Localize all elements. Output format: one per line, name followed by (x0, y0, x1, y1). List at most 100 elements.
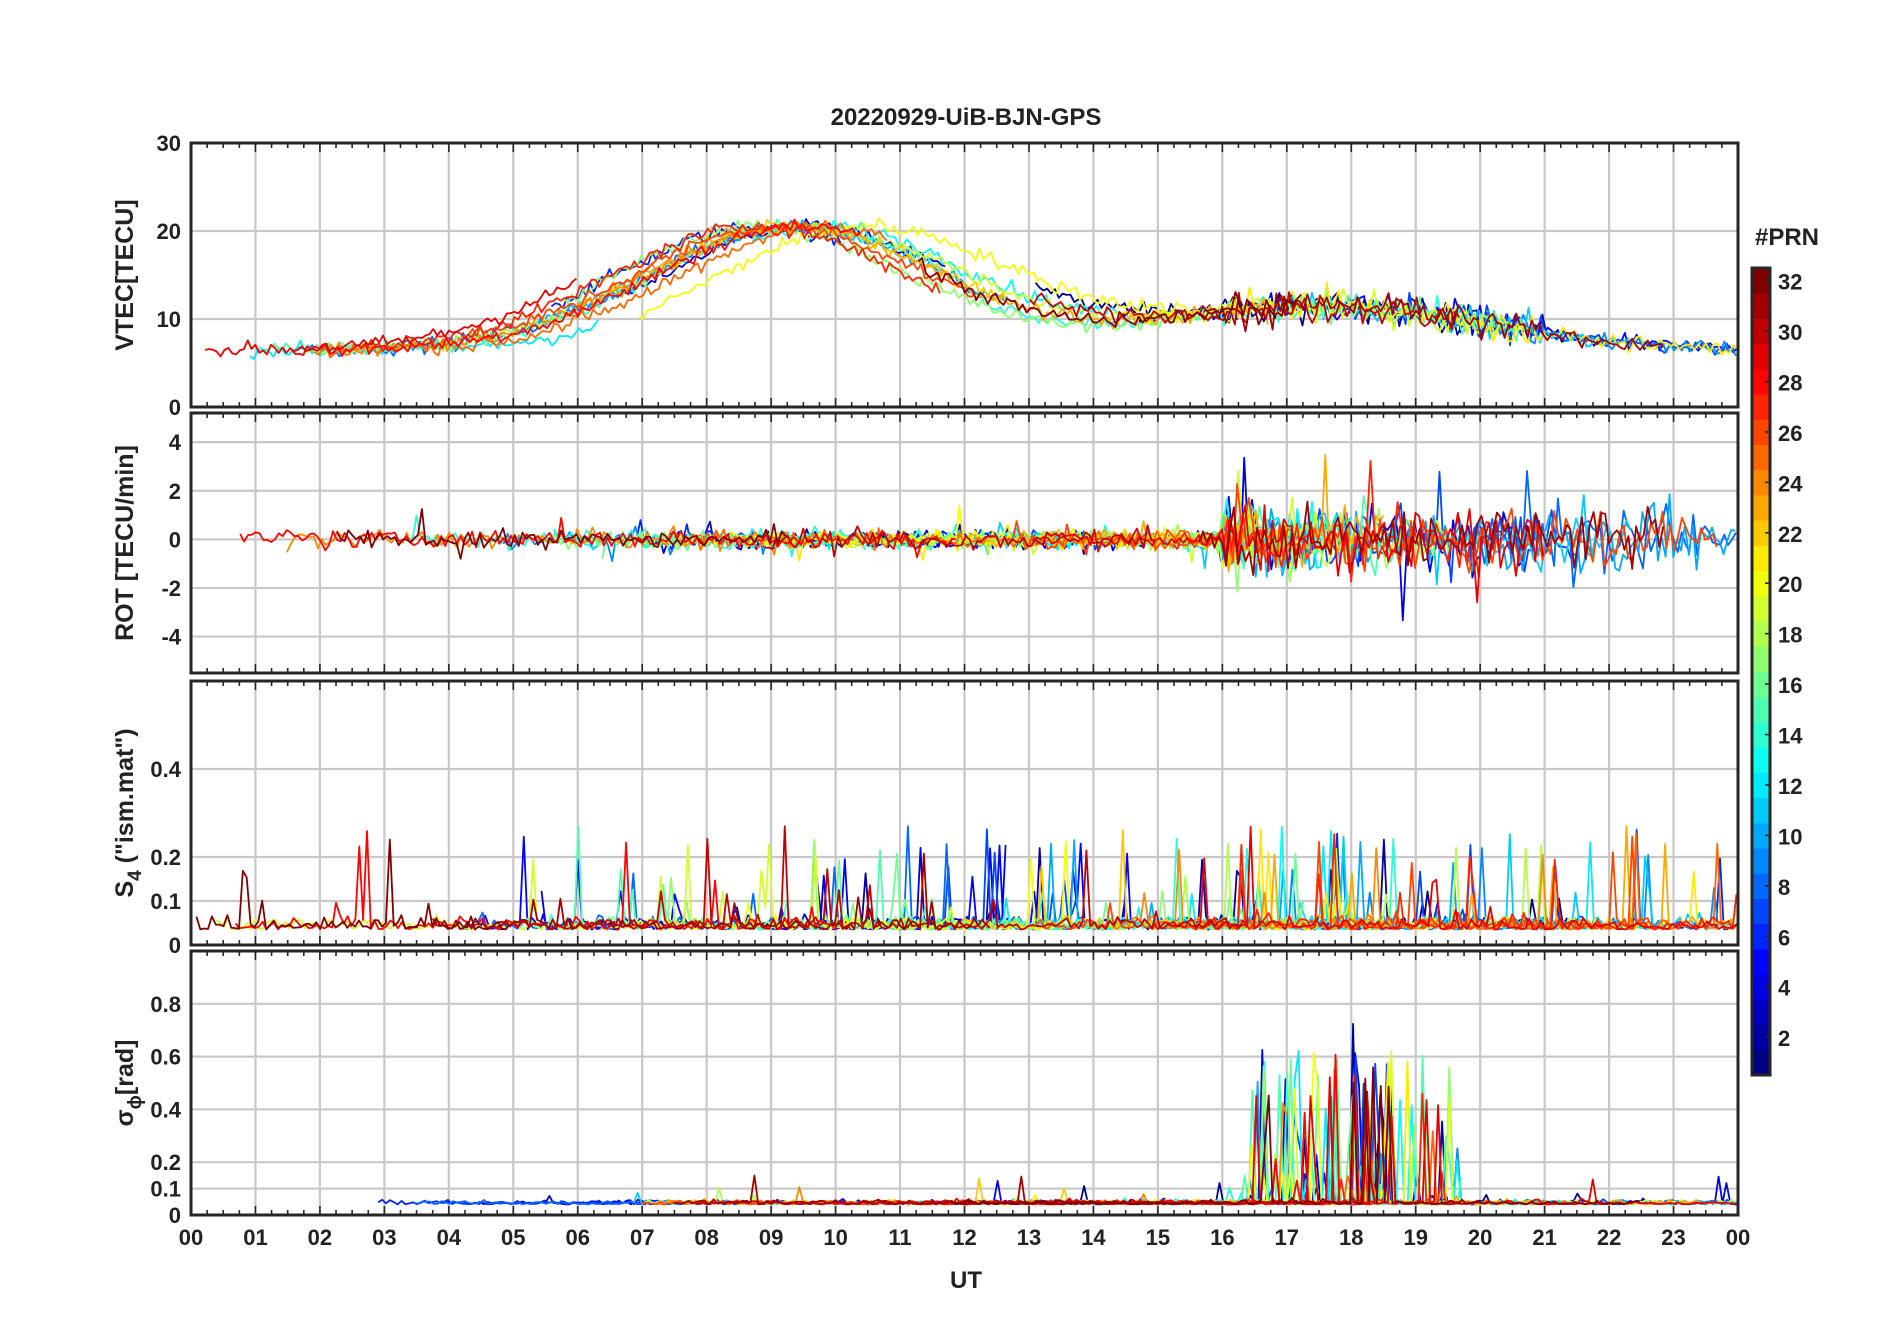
trace-prn-29 (1153, 825, 1738, 931)
colorbar-segment (1752, 570, 1770, 597)
x-tick-label: 19 (1403, 1225, 1427, 1250)
y-tick-label: 0.2 (150, 1150, 181, 1175)
x-tick-label: 12 (952, 1225, 976, 1250)
x-tick-label: 11 (888, 1225, 911, 1250)
x-tick-label: 14 (1081, 1225, 1106, 1250)
colorbar-segment (1752, 368, 1770, 395)
traces-s4 (195, 825, 1738, 931)
colorbar-segment (1752, 696, 1770, 723)
colorbar-segment (1752, 948, 1770, 975)
colorbar-segment (1752, 419, 1770, 446)
colorbar-segment (1752, 1024, 1770, 1051)
x-tick-label: 13 (1017, 1225, 1041, 1250)
trace-prn-25 (313, 219, 888, 359)
trace-prn-16 (826, 852, 1304, 931)
y-axis-label: ROT [TECU/min] (111, 445, 139, 641)
y-tick-label: 30 (157, 131, 181, 156)
x-tick-label: 09 (759, 1225, 783, 1250)
x-tick-label: 15 (1146, 1225, 1170, 1250)
colorbar-tick-label: 10 (1778, 824, 1802, 849)
colorbar-segment (1752, 797, 1770, 824)
colorbar-tick-label: 32 (1778, 270, 1802, 295)
trace-prn-23 (972, 454, 1385, 573)
colorbar-segment (1752, 721, 1770, 748)
trace-prn-31 (1198, 500, 1665, 576)
x-tick-label: 21 (1532, 1225, 1556, 1250)
panel-s4: 0 0.1 0.2 0.4S4 ("ism.mat") (111, 679, 1740, 958)
trace-prn-28 (239, 517, 956, 559)
x-tick-label: 05 (501, 1225, 525, 1250)
x-axis-label: UT (950, 1267, 982, 1294)
y-tick-label: 0.8 (150, 992, 181, 1017)
y-tick-label: 0 (169, 527, 181, 552)
y-axis-label: σϕ[rad] (111, 1040, 146, 1127)
colorbar-segment (1752, 1049, 1770, 1076)
y-tick-label: -2 (161, 576, 181, 601)
colorbar-segment (1752, 999, 1770, 1026)
y-tick-label: 0.4 (150, 1097, 181, 1122)
colorbar-tick-label: 16 (1778, 673, 1802, 698)
colorbar-tick-label: 6 (1778, 925, 1790, 950)
colorbar-segment (1752, 848, 1770, 874)
x-tick-label: 00 (1726, 1225, 1750, 1250)
colorbar-tick-label: 14 (1778, 724, 1803, 749)
trace-prn-32 (335, 508, 787, 560)
colorbar-tick-label: 8 (1778, 875, 1790, 900)
trace-prn-31 (673, 1174, 1184, 1206)
trace-prn-32 (917, 257, 1302, 328)
colorbar-tick-label: 12 (1778, 774, 1802, 799)
colorbar-tick-label: 20 (1778, 572, 1802, 597)
traces-sigma_phi (377, 1023, 1738, 1206)
chart-title: 20220929-UiB-BJN-GPS (831, 104, 1102, 131)
x-tick-label: 02 (308, 1225, 332, 1250)
colorbar-segment (1752, 772, 1770, 799)
colorbar-segment (1752, 444, 1770, 471)
y-axis-label: S4 ("ism.mat") (111, 728, 146, 897)
colorbar-segment (1752, 394, 1770, 420)
traces-rot (239, 454, 1737, 622)
colorbar-segment (1752, 494, 1770, 521)
colorbar-label: #PRN (1755, 224, 1819, 251)
y-tick-label: 0.6 (150, 1045, 181, 1070)
colorbar-tick-label: 26 (1778, 421, 1802, 446)
colorbar-segment (1752, 293, 1770, 319)
panel-vtec: 0 10 20 30 VTEC[TECU] (111, 131, 1740, 420)
colorbar-tick-label: 18 (1778, 623, 1802, 648)
x-tick-label: 16 (1210, 1225, 1234, 1250)
colorbar-tick-label: 30 (1778, 320, 1802, 345)
colorbar-segment (1752, 595, 1770, 622)
trace-prn-20 (638, 217, 1189, 320)
colorbar-segment (1752, 621, 1770, 647)
trace-prn-20 (627, 840, 1079, 931)
colorbar-segment (1752, 974, 1770, 1000)
colorbar-segment (1752, 822, 1770, 849)
trace-prn-29 (1031, 504, 1544, 604)
colorbar-tick-label: 4 (1778, 976, 1791, 1001)
x-tick-label: 18 (1339, 1225, 1363, 1250)
y-tick-label: 0 (169, 933, 181, 958)
colorbar-segment (1752, 318, 1770, 345)
trace-prn-27 (366, 223, 941, 353)
colorbar-tick-label: 22 (1778, 522, 1802, 547)
colorbar-segment (1752, 545, 1770, 572)
trace-prn-29 (204, 277, 577, 358)
trace-prn-31 (1198, 292, 1664, 351)
x-tick-label: 06 (566, 1225, 590, 1250)
axes-frame (189, 411, 1740, 675)
colorbar-segment (1752, 747, 1770, 773)
axes-frame (189, 679, 1740, 947)
x-tick-label: 08 (694, 1225, 718, 1250)
y-tick-label: 2 (169, 479, 181, 504)
trace-prn-26 (1004, 482, 1718, 574)
x-tick-label: 10 (823, 1225, 847, 1250)
trace-prn-30 (764, 524, 1156, 558)
trace-prn-26 (464, 221, 977, 339)
y-tick-label: 20 (157, 219, 181, 244)
axes-frame (189, 949, 1740, 1217)
colorbar-segment (1752, 646, 1770, 672)
colorbar-segment (1752, 898, 1770, 925)
x-tick-label: 17 (1275, 1225, 1299, 1250)
colorbar-segment (1752, 343, 1770, 370)
